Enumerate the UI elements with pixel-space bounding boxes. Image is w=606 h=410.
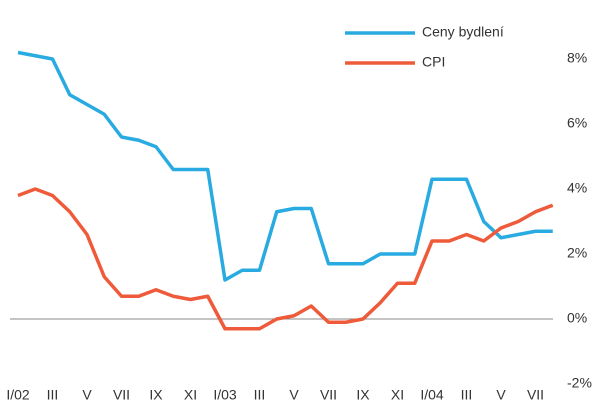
x-tick-label: XI (391, 387, 404, 403)
x-tick-label: III (254, 387, 266, 403)
y-tick-label: 8% (567, 50, 587, 66)
x-tick-label: V (82, 387, 92, 403)
y-tick-label: 0% (567, 310, 587, 326)
x-tick-label: IX (149, 387, 163, 403)
x-tick-label: I/03 (213, 387, 237, 403)
x-tick-label: VII (527, 387, 544, 403)
x-tick-label: V (289, 387, 299, 403)
y-tick-label: 4% (567, 180, 587, 196)
x-tick-label: VII (113, 387, 130, 403)
y-tick-label: -2% (567, 375, 592, 391)
x-tick-label: IX (356, 387, 370, 403)
y-tick-label: 6% (567, 115, 587, 131)
legend-label: Ceny bydlení (422, 24, 504, 40)
line-series (17, 187, 554, 331)
legend-label: CPI (422, 54, 445, 70)
x-tick-label: III (47, 387, 59, 403)
x-tick-label: VII (320, 387, 337, 403)
x-tick-label: I/04 (420, 387, 444, 403)
line-series (17, 50, 553, 282)
x-tick-label: V (496, 387, 506, 403)
x-tick-label: III (461, 387, 473, 403)
y-tick-label: 2% (567, 245, 587, 261)
x-tick-label: I/02 (6, 387, 30, 403)
y-tick-label: 10% (567, 0, 595, 1)
x-tick-label: XI (184, 387, 197, 403)
